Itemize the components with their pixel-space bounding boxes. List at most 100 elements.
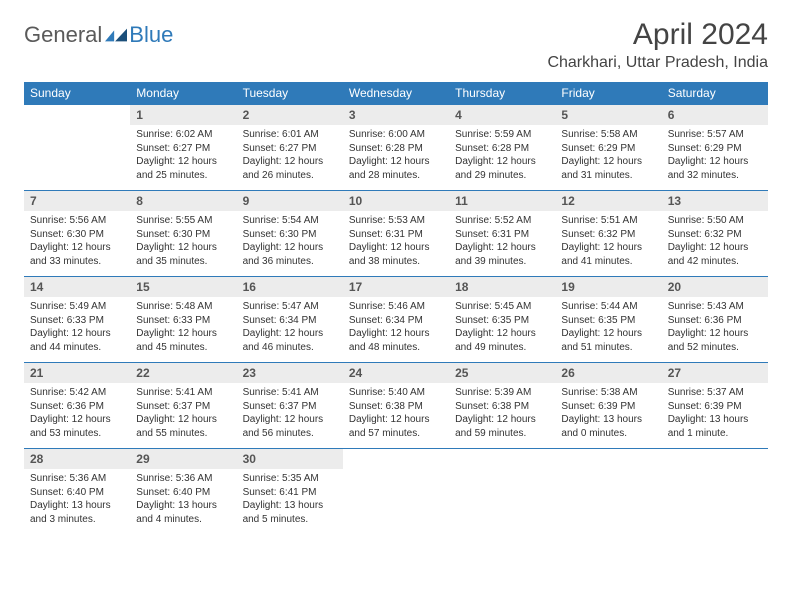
location-text: Charkhari, Uttar Pradesh, India: [547, 54, 768, 72]
calendar-cell: 27Sunrise: 5:37 AMSunset: 6:39 PMDayligh…: [662, 363, 768, 449]
sunrise-text: Sunrise: 5:38 AM: [561, 386, 655, 400]
daylight-text: Daylight: 12 hours and 45 minutes.: [136, 327, 230, 354]
calendar-cell: 3Sunrise: 6:00 AMSunset: 6:28 PMDaylight…: [343, 105, 449, 191]
sunset-text: Sunset: 6:34 PM: [243, 314, 337, 328]
daylight-text: Daylight: 13 hours and 4 minutes.: [136, 499, 230, 526]
daylight-text: Daylight: 12 hours and 53 minutes.: [30, 413, 124, 440]
daylight-text: Daylight: 13 hours and 1 minute.: [668, 413, 762, 440]
sunrise-text: Sunrise: 5:37 AM: [668, 386, 762, 400]
calendar-cell: 23Sunrise: 5:41 AMSunset: 6:37 PMDayligh…: [237, 363, 343, 449]
calendar-cell: 26Sunrise: 5:38 AMSunset: 6:39 PMDayligh…: [555, 363, 661, 449]
calendar-cell: 8Sunrise: 5:55 AMSunset: 6:30 PMDaylight…: [130, 191, 236, 277]
month-title: April 2024: [547, 18, 768, 52]
day-body: Sunrise: 5:50 AMSunset: 6:32 PMDaylight:…: [662, 211, 768, 274]
calendar-cell: 1Sunrise: 6:02 AMSunset: 6:27 PMDaylight…: [130, 105, 236, 191]
day-number: 22: [130, 363, 236, 383]
day-number: 27: [662, 363, 768, 383]
weekday-header: Wednesday: [343, 82, 449, 105]
day-number: 28: [24, 449, 130, 469]
sunrise-text: Sunrise: 5:44 AM: [561, 300, 655, 314]
calendar-cell: 7Sunrise: 5:56 AMSunset: 6:30 PMDaylight…: [24, 191, 130, 277]
header: General Blue April 2024 Charkhari, Uttar…: [24, 18, 768, 72]
day-body: Sunrise: 5:39 AMSunset: 6:38 PMDaylight:…: [449, 383, 555, 446]
calendar-cell: 19Sunrise: 5:44 AMSunset: 6:35 PMDayligh…: [555, 277, 661, 363]
sunset-text: Sunset: 6:37 PM: [136, 400, 230, 414]
day-body: Sunrise: 5:35 AMSunset: 6:41 PMDaylight:…: [237, 469, 343, 532]
sunrise-text: Sunrise: 5:53 AM: [349, 214, 443, 228]
day-number: 29: [130, 449, 236, 469]
calendar-head: Sunday Monday Tuesday Wednesday Thursday…: [24, 82, 768, 105]
sunrise-text: Sunrise: 5:58 AM: [561, 128, 655, 142]
calendar-cell: 5Sunrise: 5:58 AMSunset: 6:29 PMDaylight…: [555, 105, 661, 191]
sunrise-text: Sunrise: 5:39 AM: [455, 386, 549, 400]
day-number: 26: [555, 363, 661, 383]
sunrise-text: Sunrise: 5:52 AM: [455, 214, 549, 228]
daylight-text: Daylight: 13 hours and 3 minutes.: [30, 499, 124, 526]
sunset-text: Sunset: 6:36 PM: [30, 400, 124, 414]
day-body: Sunrise: 5:36 AMSunset: 6:40 PMDaylight:…: [24, 469, 130, 532]
day-body: Sunrise: 5:46 AMSunset: 6:34 PMDaylight:…: [343, 297, 449, 360]
calendar-cell: 28Sunrise: 5:36 AMSunset: 6:40 PMDayligh…: [24, 449, 130, 535]
daylight-text: Daylight: 12 hours and 57 minutes.: [349, 413, 443, 440]
day-number: 11: [449, 191, 555, 211]
sunrise-text: Sunrise: 5:47 AM: [243, 300, 337, 314]
weekday-header: Saturday: [662, 82, 768, 105]
sunrise-text: Sunrise: 5:43 AM: [668, 300, 762, 314]
day-body: Sunrise: 5:37 AMSunset: 6:39 PMDaylight:…: [662, 383, 768, 446]
calendar-cell: 15Sunrise: 5:48 AMSunset: 6:33 PMDayligh…: [130, 277, 236, 363]
brand-mark-icon: [105, 28, 127, 42]
calendar-cell: [343, 449, 449, 535]
daylight-text: Daylight: 12 hours and 49 minutes.: [455, 327, 549, 354]
calendar-cell: 4Sunrise: 5:59 AMSunset: 6:28 PMDaylight…: [449, 105, 555, 191]
sunset-text: Sunset: 6:28 PM: [349, 142, 443, 156]
sunset-text: Sunset: 6:31 PM: [455, 228, 549, 242]
day-number: 21: [24, 363, 130, 383]
sunset-text: Sunset: 6:33 PM: [30, 314, 124, 328]
calendar-cell: 11Sunrise: 5:52 AMSunset: 6:31 PMDayligh…: [449, 191, 555, 277]
day-body: Sunrise: 6:02 AMSunset: 6:27 PMDaylight:…: [130, 125, 236, 188]
day-number: 17: [343, 277, 449, 297]
sunrise-text: Sunrise: 5:50 AM: [668, 214, 762, 228]
brand-logo: General Blue: [24, 18, 173, 48]
daylight-text: Daylight: 12 hours and 35 minutes.: [136, 241, 230, 268]
sunrise-text: Sunrise: 5:41 AM: [136, 386, 230, 400]
day-number: 30: [237, 449, 343, 469]
daylight-text: Daylight: 12 hours and 42 minutes.: [668, 241, 762, 268]
weekday-header: Friday: [555, 82, 661, 105]
sunrise-text: Sunrise: 6:01 AM: [243, 128, 337, 142]
daylight-text: Daylight: 12 hours and 36 minutes.: [243, 241, 337, 268]
calendar-week: 1Sunrise: 6:02 AMSunset: 6:27 PMDaylight…: [24, 105, 768, 191]
weekday-header: Thursday: [449, 82, 555, 105]
day-body: Sunrise: 5:47 AMSunset: 6:34 PMDaylight:…: [237, 297, 343, 360]
day-body: Sunrise: 5:52 AMSunset: 6:31 PMDaylight:…: [449, 211, 555, 274]
sunrise-text: Sunrise: 5:49 AM: [30, 300, 124, 314]
calendar-cell: 14Sunrise: 5:49 AMSunset: 6:33 PMDayligh…: [24, 277, 130, 363]
day-number: 5: [555, 105, 661, 125]
sunset-text: Sunset: 6:30 PM: [243, 228, 337, 242]
sunset-text: Sunset: 6:31 PM: [349, 228, 443, 242]
sunset-text: Sunset: 6:29 PM: [668, 142, 762, 156]
day-body: Sunrise: 6:01 AMSunset: 6:27 PMDaylight:…: [237, 125, 343, 188]
daylight-text: Daylight: 13 hours and 5 minutes.: [243, 499, 337, 526]
sunrise-text: Sunrise: 5:57 AM: [668, 128, 762, 142]
day-number: 6: [662, 105, 768, 125]
brand-text-part1: General: [24, 22, 102, 48]
calendar-week: 14Sunrise: 5:49 AMSunset: 6:33 PMDayligh…: [24, 277, 768, 363]
sunset-text: Sunset: 6:41 PM: [243, 486, 337, 500]
day-body: Sunrise: 5:53 AMSunset: 6:31 PMDaylight:…: [343, 211, 449, 274]
daylight-text: Daylight: 12 hours and 39 minutes.: [455, 241, 549, 268]
daylight-text: Daylight: 12 hours and 25 minutes.: [136, 155, 230, 182]
day-body: Sunrise: 5:43 AMSunset: 6:36 PMDaylight:…: [662, 297, 768, 360]
sunrise-text: Sunrise: 5:51 AM: [561, 214, 655, 228]
sunset-text: Sunset: 6:40 PM: [136, 486, 230, 500]
calendar-cell: 12Sunrise: 5:51 AMSunset: 6:32 PMDayligh…: [555, 191, 661, 277]
day-number: 20: [662, 277, 768, 297]
calendar-cell: 13Sunrise: 5:50 AMSunset: 6:32 PMDayligh…: [662, 191, 768, 277]
day-body: Sunrise: 5:40 AMSunset: 6:38 PMDaylight:…: [343, 383, 449, 446]
sunrise-text: Sunrise: 5:45 AM: [455, 300, 549, 314]
day-body: Sunrise: 5:49 AMSunset: 6:33 PMDaylight:…: [24, 297, 130, 360]
day-number: 7: [24, 191, 130, 211]
daylight-text: Daylight: 12 hours and 51 minutes.: [561, 327, 655, 354]
daylight-text: Daylight: 12 hours and 44 minutes.: [30, 327, 124, 354]
daylight-text: Daylight: 12 hours and 48 minutes.: [349, 327, 443, 354]
